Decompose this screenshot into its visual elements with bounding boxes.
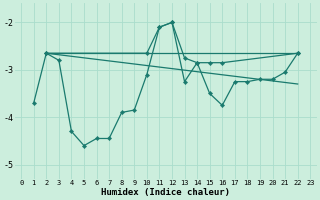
X-axis label: Humidex (Indice chaleur): Humidex (Indice chaleur) — [101, 188, 230, 197]
